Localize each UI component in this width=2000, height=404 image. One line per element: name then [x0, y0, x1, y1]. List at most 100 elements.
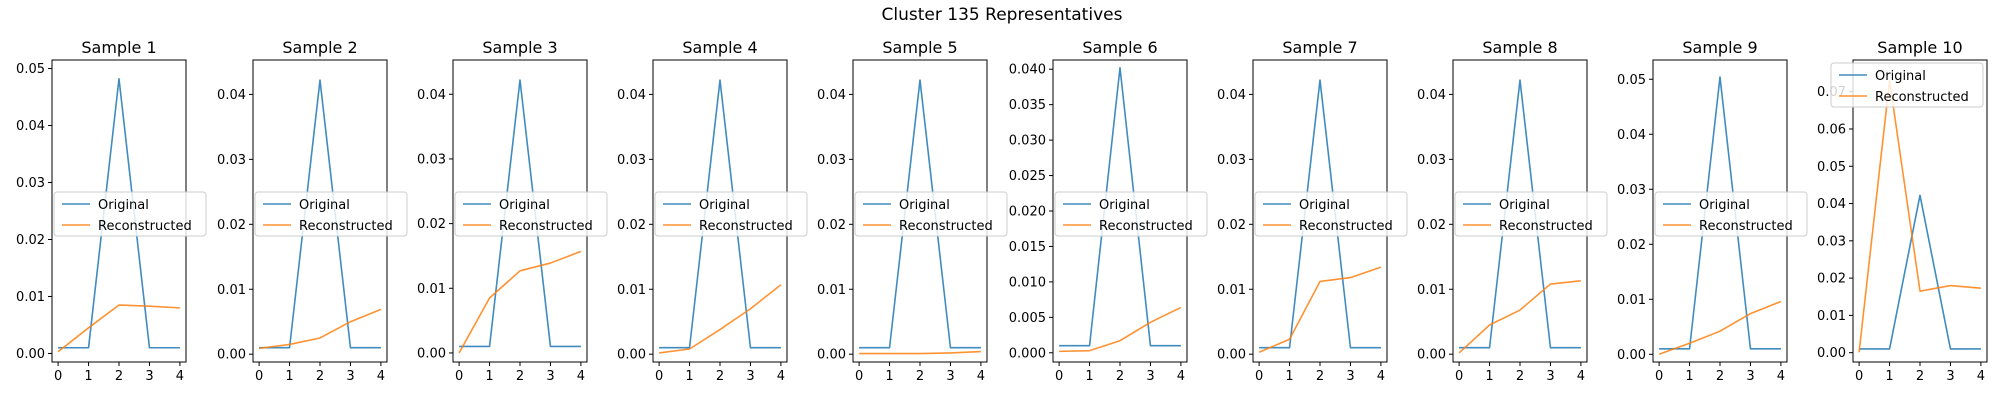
subplot-7: Sample 7 0 1 2 3 4 0.00 0.01 0.02 0.03 0.04 Origina…	[1217, 38, 1408, 384]
y-tick-label: 0.02	[617, 218, 646, 233]
y-tick-label: 0.03	[16, 176, 45, 191]
legend-box	[854, 191, 1008, 237]
series-line-reconstructed	[1658, 300, 1782, 356]
x-tick-label: 0	[655, 369, 663, 384]
series-line-original	[1859, 194, 1981, 350]
subplot-title: Sample 10	[1877, 38, 1962, 57]
subplot-title: Sample 3	[482, 38, 557, 57]
subplot-10: Sample 10 0 1 2 3 4 0.00 0.01 0.02 0.03 0.04 0.05 0.…	[1817, 38, 1988, 384]
y-tick-label: 0.00	[1217, 348, 1246, 363]
series-line-reconstructed	[658, 284, 782, 354]
x-tick-label: 1	[685, 369, 693, 384]
legend-label: Reconstructed	[499, 219, 593, 234]
series-line-reconstructed	[1258, 266, 1382, 353]
x-tick-label: 1	[1285, 369, 1293, 384]
legend-box	[1454, 191, 1608, 237]
y-tick-label: 0.03	[1217, 153, 1246, 168]
legend: Original Reconstructed	[254, 191, 408, 237]
x-tick-label: 2	[916, 369, 924, 384]
x-tick-label: 2	[716, 369, 724, 384]
series-line-original	[1259, 79, 1381, 349]
x-tick-label: 4	[176, 369, 184, 384]
x-tick-label: 0	[1455, 369, 1463, 384]
x-tick-label: 3	[946, 369, 954, 384]
legend-label: Reconstructed	[1299, 219, 1393, 234]
x-tick-label: 2	[1716, 369, 1724, 384]
series-line-original	[1059, 67, 1181, 347]
legend-box	[1054, 191, 1208, 237]
y-tick-label: 0.04	[1817, 197, 1846, 212]
legend-label: Reconstructed	[1099, 219, 1193, 234]
y-tick-label: 0.01	[417, 282, 446, 297]
legend-box	[1254, 191, 1408, 237]
x-tick-label: 0	[1855, 369, 1863, 384]
y-tick-label: 0.01	[16, 290, 45, 305]
y-tick-label: 0.06	[1817, 122, 1846, 137]
y-tick-label: 0.03	[217, 153, 246, 168]
x-tick-label: 1	[1485, 369, 1493, 384]
subplot-title: Sample 2	[282, 38, 357, 57]
y-tick-label: 0.03	[417, 152, 446, 167]
subplot-title: Sample 1	[81, 38, 156, 57]
y-tick-label: 0.020	[1009, 205, 1046, 220]
y-tick-label: 0.01	[1617, 293, 1646, 308]
x-tick-label: 3	[1346, 369, 1354, 384]
x-tick-label: 2	[115, 369, 123, 384]
subplot-title: Sample 6	[1082, 38, 1157, 57]
x-tick-label: 4	[777, 369, 785, 384]
x-tick-label: 2	[1916, 369, 1924, 384]
y-tick-label: 0.03	[617, 153, 646, 168]
subplot-title: Sample 9	[1682, 38, 1757, 57]
y-tick-label: 0.05	[16, 62, 45, 77]
y-tick-label: 0.005	[1009, 311, 1046, 326]
subplot-4: Sample 4 0 1 2 3 4 0.00 0.01 0.02 0.03 0.04 Origina…	[617, 38, 808, 384]
subplot-2: Sample 2 0 1 2 3 4 0.00 0.01 0.02 0.03 0.04 Origina…	[217, 38, 408, 384]
y-tick-label: 0.035	[1009, 98, 1046, 113]
subplots: Sample 10 1 2 3 40.000.010.020.030.040.05Ori…	[16, 38, 1988, 384]
y-tick-label: 0.000	[1009, 346, 1046, 361]
y-tick-label: 0.01	[1217, 283, 1246, 298]
x-tick-label: 3	[1546, 369, 1554, 384]
y-tick-label: 0.05	[1617, 73, 1646, 88]
x-tick-label: 3	[1946, 369, 1954, 384]
legend-label: Reconstructed	[1699, 219, 1793, 234]
x-tick-label: 1	[1885, 369, 1893, 384]
y-tick-label: 0.00	[1817, 346, 1846, 361]
x-tick-label: 0	[1255, 369, 1263, 384]
legend-label: Reconstructed	[1875, 90, 1969, 105]
y-tick-label: 0.04	[817, 88, 846, 103]
y-tick-label: 0.01	[1817, 309, 1846, 324]
legend: Original Reconstructed	[654, 191, 808, 237]
legend: Original Reconstructed	[1454, 191, 1608, 237]
legend-box	[254, 191, 408, 237]
y-tick-label: 0.02	[417, 217, 446, 232]
y-tick-label: 0.02	[217, 218, 246, 233]
series-line-reconstructed	[1458, 280, 1581, 354]
y-tick-label: 0.02	[16, 233, 45, 248]
series-line-original	[58, 78, 180, 349]
y-tick-label: 0.01	[217, 283, 246, 298]
y-tick-label: 0.03	[1617, 183, 1646, 198]
y-tick-label: 0.00	[217, 348, 246, 363]
legend: Original Reconstructed	[53, 191, 207, 237]
y-tick-label: 0.04	[1217, 88, 1246, 103]
legend-label: Original	[1875, 69, 1926, 84]
legend-label: Original	[98, 198, 149, 213]
x-tick-label: 3	[746, 369, 754, 384]
legend: Original Reconstructed	[1054, 191, 1208, 237]
y-tick-label: 0.00	[417, 346, 446, 361]
y-tick-label: 0.02	[1417, 218, 1446, 233]
legend-label: Original	[499, 198, 550, 213]
legend-box	[454, 191, 608, 237]
x-tick-label: 0	[255, 369, 263, 384]
y-tick-label: 0.01	[817, 283, 846, 298]
x-tick-label: 3	[1746, 369, 1754, 384]
y-tick-label: 0.04	[1417, 88, 1446, 103]
subplot-1: Sample 1 0 1 2 3 4 0.00 0.01 0.02 0.03 0.04 0.05 Ori…	[16, 38, 207, 384]
series-line-original	[459, 79, 581, 348]
y-tick-label: 0.030	[1009, 134, 1046, 149]
x-tick-label: 0	[1655, 369, 1663, 384]
y-tick-label: 0.03	[817, 153, 846, 168]
